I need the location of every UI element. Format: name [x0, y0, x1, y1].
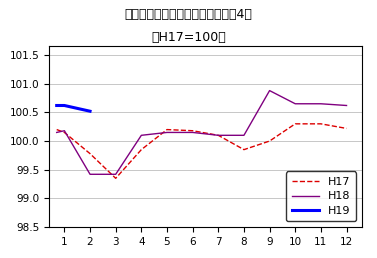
H18 [113, 173, 118, 176]
Line: H17: H17 [57, 124, 346, 178]
Legend: H17, H18, H19: H17, H18, H19 [286, 172, 356, 221]
H17 [293, 122, 297, 125]
Line: H19: H19 [57, 106, 90, 111]
H17 [113, 177, 118, 180]
H17 [190, 129, 195, 132]
H18 [54, 131, 59, 134]
H18 [344, 104, 349, 107]
H17 [216, 134, 221, 137]
H17 [242, 148, 246, 151]
H18 [88, 173, 92, 176]
H17 [139, 148, 144, 151]
H19 [62, 104, 67, 107]
H17 [267, 140, 272, 143]
H18 [319, 102, 323, 105]
Text: （H17=100）: （H17=100） [151, 31, 226, 44]
H18 [139, 134, 144, 137]
H17 [165, 128, 169, 131]
H18 [62, 129, 67, 132]
H18 [216, 134, 221, 137]
Line: H18: H18 [57, 91, 346, 174]
H19 [88, 110, 92, 113]
H18 [242, 134, 246, 137]
H18 [190, 131, 195, 134]
H17 [319, 122, 323, 125]
H18 [165, 131, 169, 134]
H17 [62, 131, 67, 134]
H17 [54, 128, 59, 131]
H18 [267, 89, 272, 92]
H17 [344, 127, 349, 130]
H17 [88, 152, 92, 155]
Text: 生鮮食品を除く総合指数の動き　4市: 生鮮食品を除く総合指数の動き 4市 [124, 8, 253, 21]
H19 [54, 104, 59, 107]
H18 [293, 102, 297, 105]
